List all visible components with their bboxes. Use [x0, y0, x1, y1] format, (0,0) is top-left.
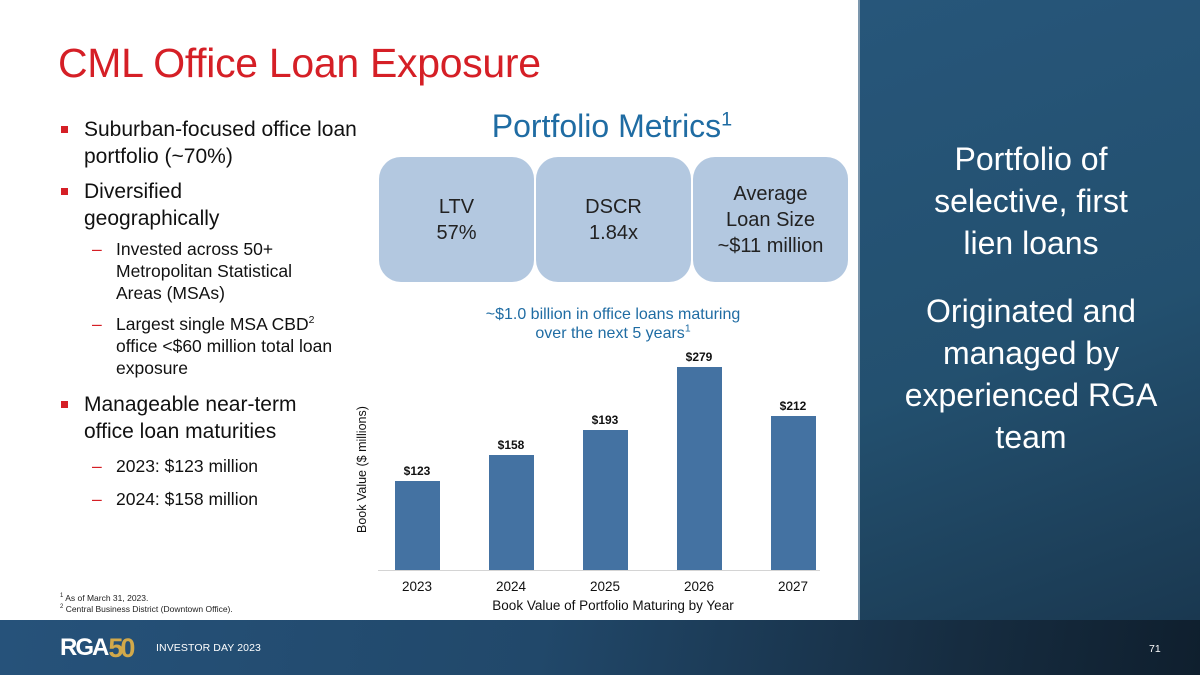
chart-y-axis-label: Book Value ($ millions) — [355, 406, 369, 533]
bar-value-label: $193 — [591, 413, 619, 427]
metric-label: LTV — [438, 195, 475, 218]
metric-card-dscr: DSCR 1.84x — [536, 157, 691, 282]
bar-2023 — [395, 481, 440, 570]
metric-value: 1.84x — [589, 221, 638, 244]
x-axis-line — [378, 570, 820, 571]
bar-value-label: $158 — [497, 438, 525, 452]
bar-value-label: $123 — [403, 464, 431, 478]
metric-value: ~$11 million — [717, 234, 824, 257]
sub-bullet-item: – 2024: $158 million — [60, 488, 360, 510]
bullet-text: 2024: $158 million — [116, 489, 259, 509]
key-message-panel: Portfolio of selective, first lien loans… — [858, 0, 1200, 620]
x-tick-label: 2026 — [683, 579, 715, 594]
bullet-item: Diversified geographically — [60, 178, 360, 232]
bar-2025 — [583, 430, 628, 570]
bar-value-label: $212 — [779, 399, 807, 413]
footnote: 1 As of March 31, 2023. — [60, 593, 149, 603]
x-tick-label: 2027 — [777, 579, 809, 594]
x-tick-label: 2025 — [589, 579, 621, 594]
metric-card-ltv: LTV 57% — [379, 157, 534, 282]
dash-bullet-icon: – — [92, 456, 102, 476]
chart-subtitle: ~$1.0 billion in office loans maturing o… — [485, 306, 741, 342]
x-tick-label: 2024 — [495, 579, 527, 594]
x-tick-label: 2023 — [401, 579, 433, 594]
slide-title: CML Office Loan Exposure — [58, 40, 541, 86]
bullet-item: Manageable near-term office loan maturit… — [60, 391, 360, 445]
page-number: 71 — [1149, 643, 1161, 655]
bar-2027 — [771, 416, 816, 570]
metric-card-avg-loan-size: Average Loan Size ~$11 million — [693, 157, 848, 282]
metric-label: DSCR — [585, 195, 642, 218]
bar-2024 — [489, 455, 534, 570]
dash-bullet-icon: – — [92, 239, 102, 259]
bullet-text: 2023: $123 million — [116, 456, 259, 476]
square-bullet-icon — [61, 401, 68, 408]
bullet-list: Suburban-focused office loan portfolio (… — [60, 116, 360, 519]
square-bullet-icon — [61, 126, 68, 133]
key-message-1: Portfolio of selective, first lien loans — [934, 141, 1128, 261]
footer-bar: RGA 50 INVESTOR DAY 2023 71 — [0, 620, 1200, 675]
dash-bullet-icon: – — [92, 314, 102, 334]
rga-50-logo: RGA 50 — [60, 632, 135, 663]
footnote: 2 Central Business District (Downtown Of… — [60, 604, 233, 614]
chart-x-axis-label: Book Value of Portfolio Maturing by Year — [492, 598, 734, 613]
square-bullet-icon — [61, 188, 68, 195]
portfolio-metrics-title: Portfolio Metrics1 — [491, 108, 733, 144]
metric-label: Loan Size — [726, 208, 815, 231]
bar-chart-plot: $123 $158 $193 $279 $212 — [378, 320, 820, 571]
sub-bullet-item: – Invested across 50+ Metropolitan Stati… — [60, 238, 360, 304]
bullet-text: Diversified geographically — [84, 180, 220, 230]
bullet-text: Invested across 50+ Metropolitan Statist… — [116, 239, 293, 303]
bar-2026 — [677, 367, 722, 570]
key-message-2: Originated and managed by experienced RG… — [904, 293, 1158, 455]
sub-bullet-item: – 2023: $123 million — [60, 455, 360, 477]
bullet-text: Manageable near-term office loan maturit… — [84, 393, 297, 443]
bar-value-label: $279 — [685, 350, 713, 364]
metric-label: Average — [733, 182, 808, 205]
sub-bullet-item: – Largest single MSA CBD2 office <$60 mi… — [60, 313, 360, 379]
footnotes: 1 As of March 31, 2023. 2 Central Busine… — [60, 593, 233, 615]
dash-bullet-icon: – — [92, 489, 102, 509]
metric-value: 57% — [436, 221, 477, 244]
bullet-text: Suburban-focused office loan portfolio (… — [84, 118, 357, 168]
bullet-text: Largest single MSA CBD2 office <$60 mill… — [116, 314, 333, 378]
event-label: INVESTOR DAY 2023 — [156, 642, 261, 654]
bullet-item: Suburban-focused office loan portfolio (… — [60, 116, 360, 170]
